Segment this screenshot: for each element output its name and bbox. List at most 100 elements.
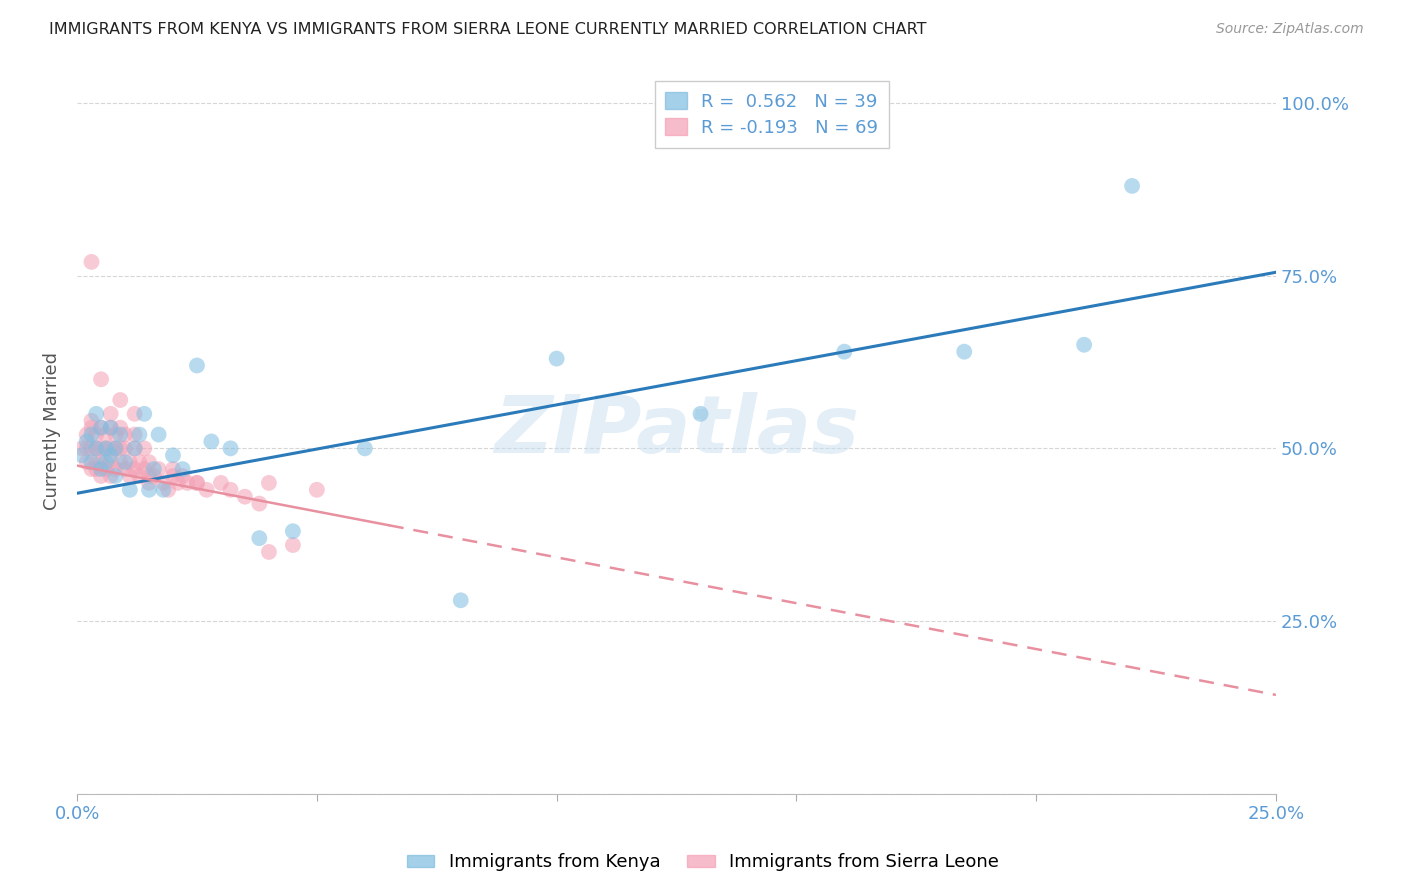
Legend: R =  0.562   N = 39, R = -0.193   N = 69: R = 0.562 N = 39, R = -0.193 N = 69 [655, 81, 889, 148]
Point [84, 442, 107, 456]
Point [450, 593, 472, 607]
Point [546, 351, 568, 366]
Point [104, 442, 127, 456]
Point [80, 442, 103, 456]
Point [110, 427, 132, 442]
Point [94, 455, 117, 469]
Point [110, 392, 132, 407]
Point [104, 442, 127, 456]
Point [90, 372, 112, 386]
Point [114, 455, 136, 469]
Point [76, 427, 98, 442]
Point [80, 462, 103, 476]
Point [84, 442, 107, 456]
Point [104, 469, 127, 483]
Point [219, 442, 242, 456]
Point [172, 469, 194, 483]
Point [104, 427, 127, 442]
Point [94, 462, 117, 476]
Text: Source: ZipAtlas.com: Source: ZipAtlas.com [1216, 22, 1364, 37]
Point [118, 455, 141, 469]
Point [100, 420, 122, 434]
Point [124, 427, 146, 442]
Point [281, 524, 304, 539]
Point [70, 448, 93, 462]
Point [76, 442, 98, 456]
Point [100, 469, 122, 483]
Point [124, 442, 146, 456]
Point [110, 442, 132, 456]
Text: ZIPatlas: ZIPatlas [494, 392, 859, 470]
Point [76, 455, 98, 469]
Point [80, 420, 103, 434]
Point [94, 427, 117, 442]
Point [209, 475, 232, 490]
Point [834, 344, 856, 359]
Point [70, 442, 93, 456]
Point [138, 469, 160, 483]
Point [128, 427, 150, 442]
Point [80, 255, 103, 269]
Point [114, 427, 136, 442]
Point [166, 475, 188, 490]
Point [142, 462, 165, 476]
Point [138, 455, 160, 469]
Point [124, 442, 146, 456]
Point [100, 442, 122, 456]
Text: IMMIGRANTS FROM KENYA VS IMMIGRANTS FROM SIERRA LEONE CURRENTLY MARRIED CORRELAT: IMMIGRANTS FROM KENYA VS IMMIGRANTS FROM… [49, 22, 927, 37]
Point [152, 483, 174, 497]
Point [100, 420, 122, 434]
Point [118, 469, 141, 483]
Point [114, 462, 136, 476]
Point [128, 455, 150, 469]
Point [80, 427, 103, 442]
Point [953, 344, 976, 359]
Point [80, 414, 103, 428]
Point [247, 497, 270, 511]
Point [124, 462, 146, 476]
Point [138, 475, 160, 490]
Point [233, 490, 256, 504]
Point [157, 483, 180, 497]
Point [689, 407, 711, 421]
Point [90, 420, 112, 434]
Point [195, 483, 218, 497]
Point [186, 359, 208, 373]
Point [80, 455, 103, 469]
Point [118, 483, 141, 497]
Point [162, 469, 184, 483]
Point [84, 462, 107, 476]
Point [76, 434, 98, 449]
Point [84, 427, 107, 442]
Point [84, 407, 107, 421]
Point [100, 407, 122, 421]
Point [1073, 338, 1095, 352]
Point [281, 538, 304, 552]
Point [90, 469, 112, 483]
Point [100, 448, 122, 462]
Point [162, 448, 184, 462]
Point [110, 455, 132, 469]
Point [1121, 178, 1143, 193]
Point [142, 469, 165, 483]
Point [152, 475, 174, 490]
Point [84, 455, 107, 469]
Y-axis label: Currently Married: Currently Married [44, 352, 60, 510]
Point [100, 455, 122, 469]
Point [257, 475, 280, 490]
Point [134, 407, 156, 421]
Point [134, 462, 156, 476]
Point [114, 442, 136, 456]
Point [176, 475, 198, 490]
Point [90, 462, 112, 476]
Point [305, 483, 328, 497]
Point [186, 475, 208, 490]
Point [138, 483, 160, 497]
Point [257, 545, 280, 559]
Point [353, 442, 375, 456]
Point [90, 455, 112, 469]
Point [104, 462, 127, 476]
Point [128, 469, 150, 483]
Point [186, 475, 208, 490]
Point [148, 462, 170, 476]
